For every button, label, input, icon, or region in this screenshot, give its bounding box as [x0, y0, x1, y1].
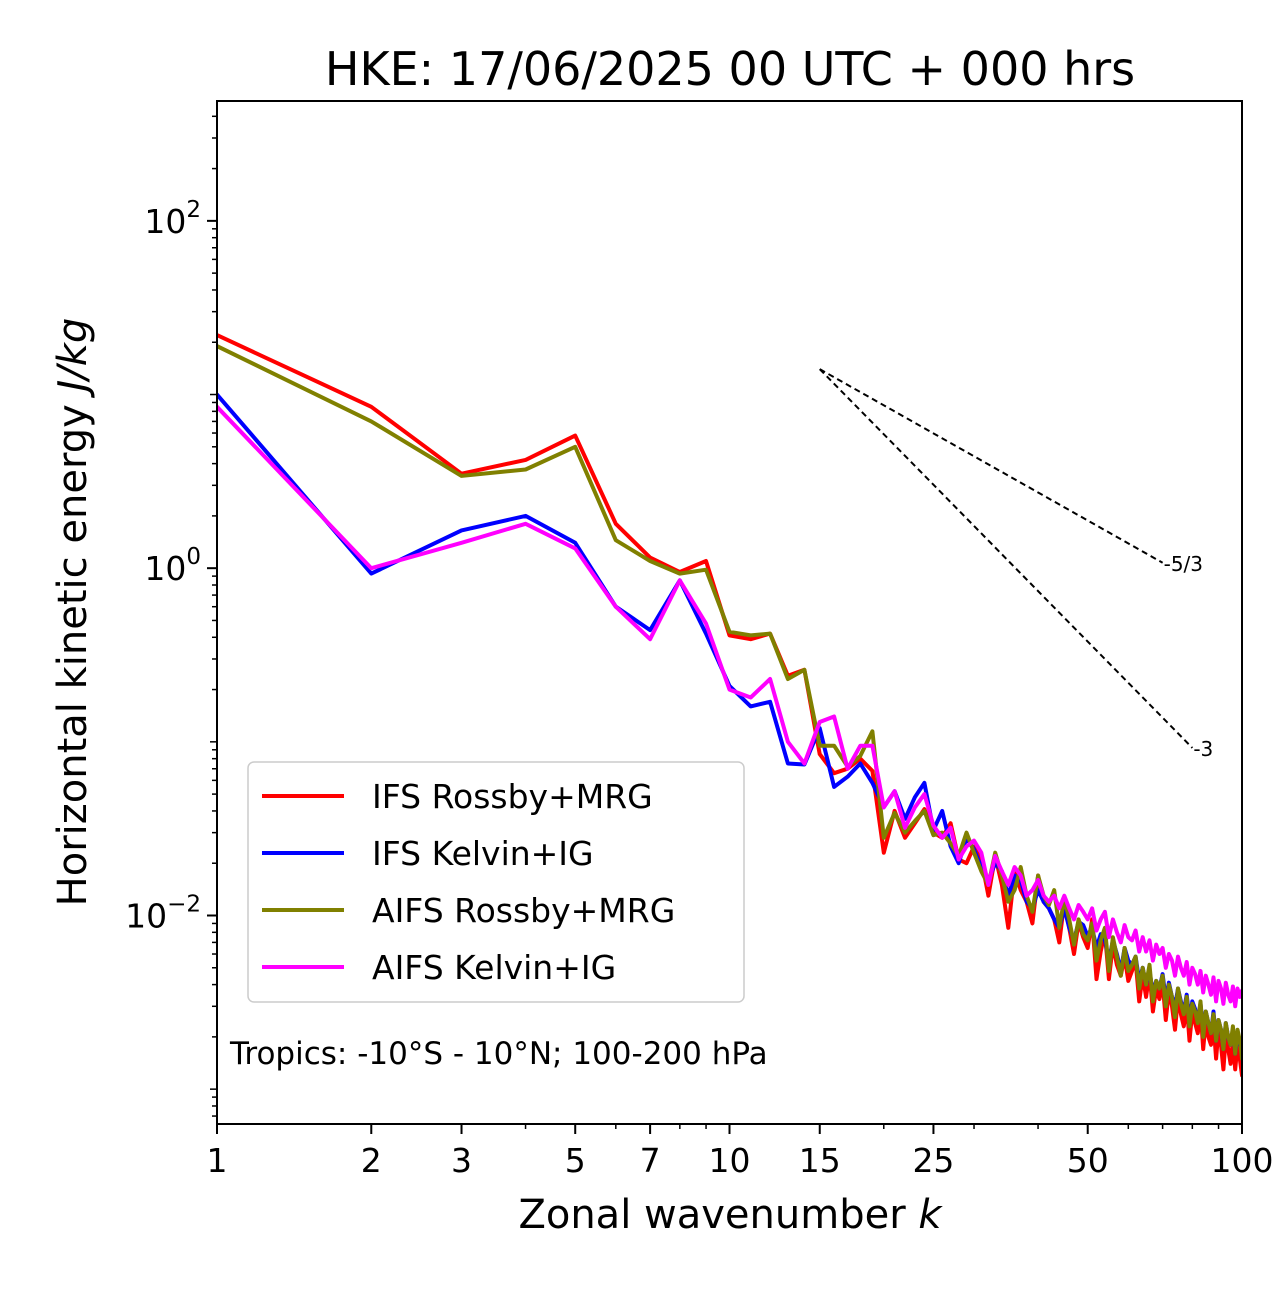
- x-tick-label: 5: [565, 1141, 586, 1180]
- x-tick-label: 10: [709, 1141, 751, 1180]
- x-tick-label: 2: [361, 1141, 382, 1180]
- legend-box: [247, 761, 745, 1003]
- chart-title: HKE: 17/06/2025 00 UTC + 000 hrs: [325, 42, 1135, 96]
- reference-slopes: -5/3 -3: [819, 368, 1213, 761]
- slope-label: -5/3: [1164, 552, 1203, 576]
- x-tick-label: 25: [912, 1141, 954, 1180]
- series-line-aifs-kelvin-ig: [217, 404, 1242, 1009]
- legend-label: AIFS Kelvin+IG: [372, 948, 616, 987]
- slope-label: -3: [1193, 737, 1213, 761]
- slope-line: [819, 368, 1194, 749]
- slope-line: [819, 368, 1164, 564]
- y-axis-label: Horizontal kinetic energy J/kg: [50, 318, 96, 907]
- x-tick-label: 15: [799, 1141, 841, 1180]
- region-annotation: Tropics: -10°S - 10°N; 100-200 hPa: [229, 1036, 768, 1072]
- y-tick-label: 102: [144, 197, 201, 241]
- legend-label: AIFS Rossby+MRG: [372, 891, 675, 930]
- y-tick-label: 100: [144, 544, 201, 588]
- y-tick-label: 10−2: [125, 891, 201, 935]
- series-layer: [217, 333, 1242, 1078]
- legend-label: IFS Rossby+MRG: [372, 777, 653, 816]
- x-axis-ticks: 1 2 3 5 7 10 15 25 50 100: [207, 1124, 1274, 1180]
- x-tick-label: 100: [1211, 1141, 1274, 1180]
- x-tick-label: 7: [640, 1141, 661, 1180]
- legend: IFS Rossby+MRG IFS Kelvin+IG AIFS Rossby+M…: [247, 761, 745, 1003]
- x-tick-label: 50: [1067, 1141, 1109, 1180]
- legend-label: IFS Kelvin+IG: [372, 834, 594, 873]
- x-tick-label: 3: [451, 1141, 472, 1180]
- legend-entries: IFS Rossby+MRG IFS Kelvin+IG AIFS Rossby+M…: [262, 777, 675, 987]
- x-tick-label: 1: [207, 1141, 228, 1180]
- x-axis-label: Zonal wavenumber k: [518, 1192, 943, 1238]
- y-axis-ticks: 10−2 100 102: [125, 115, 217, 1117]
